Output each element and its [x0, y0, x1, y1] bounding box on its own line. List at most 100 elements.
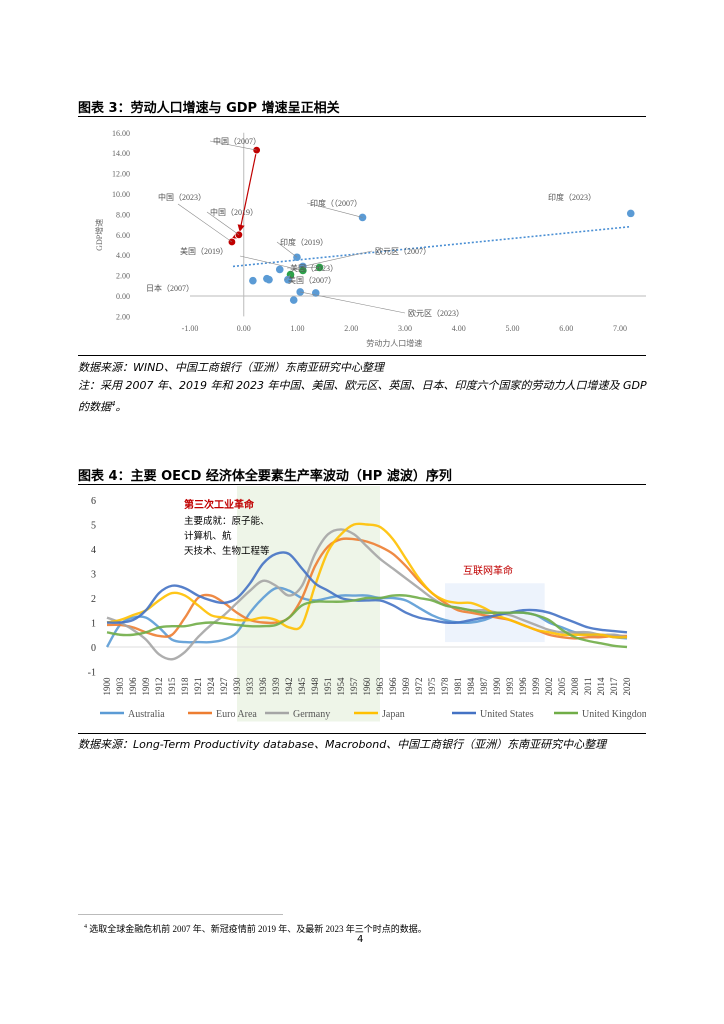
- y-tick-label: 4.00: [116, 251, 130, 260]
- note-text: 注：采用 2007 年、2019 年和 2023 年中国、美国、欧元区、英国、日…: [78, 379, 647, 414]
- x-tick-label: 1906: [128, 677, 138, 696]
- annotation-title: 第三次工业革命: [184, 498, 255, 511]
- legend-label: United Kingdom: [582, 709, 646, 720]
- x-tick-label: 1978: [440, 677, 450, 696]
- annotation-text: 计算机、航: [184, 530, 232, 542]
- x-tick-label: 0.00: [237, 324, 251, 333]
- annotation-title: 互联网革命: [463, 564, 513, 577]
- page-number: 4: [357, 934, 364, 945]
- x-tick-label: 1930: [232, 677, 242, 696]
- data-label: 中国（2019）: [210, 207, 258, 217]
- x-tick-label: 2002: [544, 678, 554, 696]
- data-point: [249, 276, 257, 285]
- x-tick-label: 1975: [427, 677, 437, 696]
- data-point: [296, 288, 304, 296]
- figure4-source: 数据来源：Long-Term Productivity database、Mac…: [78, 738, 607, 751]
- label-leader-line: [206, 211, 240, 236]
- trendline: [232, 225, 631, 268]
- legend-label: Australia: [128, 709, 165, 720]
- data-point: [358, 213, 367, 222]
- x-tick-label: 7.00: [613, 324, 627, 333]
- x-tick-label: 2014: [596, 677, 606, 696]
- y-tick-label: 0: [91, 643, 96, 654]
- data-label: 美国（2007）: [288, 275, 336, 285]
- x-tick-label: 1966: [388, 677, 398, 696]
- figure3-source-rule: [78, 355, 646, 356]
- y-tick-label: 14.00: [112, 149, 130, 158]
- data-label: 美国（2023）: [290, 263, 338, 273]
- series-line-japan: [106, 522, 628, 639]
- y-tick-label: 6.00: [116, 231, 130, 240]
- x-tick-label: 1948: [310, 677, 320, 696]
- legend-label: Euro Area: [216, 709, 257, 720]
- x-tick-label: 2020: [622, 677, 632, 696]
- x-tick-label: 2011: [583, 678, 593, 696]
- x-tick-label: 5.00: [506, 324, 520, 333]
- figure3-title: 图表 3：劳动人口增速与 GDP 增速呈正相关: [78, 101, 340, 116]
- label-leader-line: [209, 140, 257, 151]
- label-leader-line: [177, 203, 233, 243]
- x-tick-label: 1912: [154, 678, 164, 696]
- y-tick-label: 12.00: [112, 170, 130, 179]
- y-tick-label: 0.00: [116, 292, 130, 301]
- data-point: [626, 209, 635, 218]
- data-label: 印度（2019）: [280, 237, 328, 247]
- y-tick-label: 2.00: [116, 312, 130, 321]
- label-leader-line: [300, 291, 406, 314]
- x-tick-label: 1951: [323, 678, 333, 696]
- y-tick-label: 1: [91, 619, 96, 630]
- label-leader-line: [276, 241, 298, 258]
- x-tick-label: 1933: [245, 677, 255, 696]
- x-tick-label: 1945: [297, 677, 307, 696]
- series-line-united-states: [106, 551, 628, 634]
- x-tick-label: 1900: [102, 677, 112, 696]
- x-tick-label: 1969: [401, 677, 411, 696]
- y-tick-label: 5: [91, 521, 96, 532]
- data-label: 印度（（2007）: [310, 198, 362, 208]
- x-tick-label: 1.00: [291, 324, 305, 333]
- data-label: 中国（2023）: [158, 192, 206, 202]
- scatter-chart: 2.00 0.00 2.00 4.00 6.00 8.00 10.00 12.00 14.00 1…: [94, 129, 646, 348]
- x-tick-label: 1924: [206, 677, 216, 696]
- data-point: [284, 275, 292, 284]
- data-label: 欧元区（2007）: [375, 246, 431, 256]
- footnote-separator: [78, 914, 283, 915]
- footnote-mark: 4: [84, 924, 87, 930]
- x-tick-label: 6.00: [559, 324, 573, 333]
- y-tick-label: 3: [91, 570, 96, 581]
- data-label: 中国（2007）: [213, 136, 261, 146]
- legend-label: United States: [480, 709, 534, 720]
- data-label: 印度（2023）: [548, 192, 596, 202]
- china-trajectory-arrow: [237, 150, 258, 232]
- y-tick-label: 2: [91, 594, 96, 605]
- data-label: 日本（2007）: [146, 283, 194, 293]
- x-tick-label: 1954: [336, 677, 346, 696]
- x-tick-label: 1909: [141, 677, 151, 696]
- data-point: [265, 275, 273, 284]
- x-tick-label: 1960: [362, 677, 372, 696]
- data-label: 美国（2019）: [180, 246, 228, 256]
- y-tick-label: 10.00: [112, 190, 130, 199]
- x-tick-label: 4.00: [452, 324, 466, 333]
- x-tick-label: 1936: [258, 677, 268, 696]
- x-tick-label: 1963: [375, 677, 385, 696]
- label-leader-line: [286, 267, 320, 269]
- x-tick-label: 2008: [570, 677, 580, 696]
- footnote-text: 选取全球金融危机前 2007 年、新冠疫情前 2019 年、及最新 2023 年…: [89, 924, 427, 934]
- x-tick-label: 2017: [609, 677, 619, 696]
- x-tick-label: 1984: [466, 677, 476, 696]
- y-tick-label: 16.00: [112, 129, 130, 138]
- y-tick-label: -1: [88, 668, 96, 679]
- x-tick-label: 1987: [479, 677, 489, 696]
- x-axis-title: 劳动力人口增速: [366, 338, 422, 348]
- x-tick-label: 1993: [505, 677, 515, 696]
- figure4-title: 图表 4：主要 OECD 经济体全要素生产率波动（HP 滤波）序列: [78, 469, 452, 484]
- x-tick-label: 1996: [518, 677, 528, 696]
- x-tick-label: 1990: [492, 677, 502, 696]
- figure3-note: 注：采用 2007 年、2019 年和 2023 年中国、美国、欧元区、英国、日…: [78, 377, 648, 417]
- footnote-ref[interactable]: 4: [111, 400, 116, 408]
- note-end: 。: [115, 400, 127, 414]
- y-axis-title: GDP增速: [94, 219, 104, 251]
- x-tick-label: 1972: [414, 678, 424, 696]
